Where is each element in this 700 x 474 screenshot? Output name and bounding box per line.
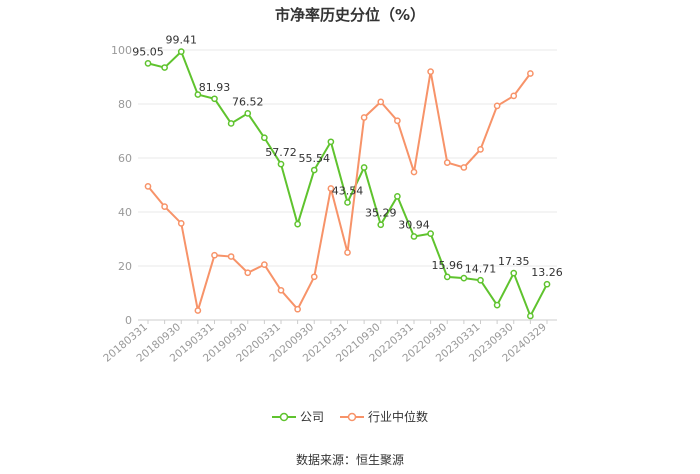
data-point[interactable] xyxy=(161,203,168,210)
data-point[interactable] xyxy=(527,70,534,77)
data-point[interactable] xyxy=(144,60,152,67)
data-point[interactable] xyxy=(244,110,252,117)
data-label: 35.29 xyxy=(365,207,397,220)
data-point[interactable] xyxy=(377,221,385,229)
data-point[interactable] xyxy=(294,305,301,313)
data-point[interactable] xyxy=(427,68,434,75)
data-point[interactable] xyxy=(477,276,484,284)
series xyxy=(144,48,551,320)
data-point[interactable] xyxy=(194,307,202,314)
data-point[interactable] xyxy=(327,185,335,192)
data-point[interactable] xyxy=(261,261,268,268)
data-point[interactable] xyxy=(410,233,418,240)
data-label: 17.35 xyxy=(498,255,530,268)
data-point[interactable] xyxy=(277,286,285,294)
data-point[interactable] xyxy=(144,183,152,190)
data-label: 30.94 xyxy=(398,218,430,231)
data-point[interactable] xyxy=(161,64,168,71)
data-point[interactable] xyxy=(493,301,501,309)
data-point[interactable] xyxy=(477,146,484,153)
data-point[interactable] xyxy=(527,312,534,320)
data-point[interactable] xyxy=(211,95,218,103)
y-tick-label: 40 xyxy=(118,206,132,219)
legend-item-industry[interactable]: 行业中位数 xyxy=(340,408,428,425)
data-label: 57.72 xyxy=(265,146,297,159)
data-point[interactable] xyxy=(344,249,351,256)
y-tick-label: 100 xyxy=(111,44,132,57)
y-tick-label: 60 xyxy=(118,152,132,165)
legend-company-icon xyxy=(271,412,296,421)
legend: 公司 行业中位数 xyxy=(0,408,700,425)
data-point[interactable] xyxy=(460,274,468,282)
data-point[interactable] xyxy=(443,273,451,281)
chart-title: 市净率历史分位（%） xyxy=(274,6,426,24)
data-point[interactable] xyxy=(227,120,235,127)
data-point[interactable] xyxy=(211,251,218,259)
data-point[interactable] xyxy=(394,192,401,200)
data-point[interactable] xyxy=(294,220,301,228)
data-point[interactable] xyxy=(310,273,318,281)
data-point[interactable] xyxy=(244,269,252,277)
axes: 0204060801002018033120180930201903312019… xyxy=(101,44,557,365)
data-point[interactable] xyxy=(394,117,401,125)
data-label: 43.54 xyxy=(332,184,364,197)
data-label: 55.54 xyxy=(299,152,331,165)
data-point[interactable] xyxy=(510,92,518,100)
line-chart: 0204060801002018033120180930201903312019… xyxy=(101,34,563,365)
data-source: 数据来源：恒生聚源 xyxy=(295,453,404,467)
series-line-1 xyxy=(147,71,532,311)
data-point[interactable] xyxy=(177,219,185,227)
data-label: 13.26 xyxy=(531,266,563,279)
data-point[interactable] xyxy=(443,159,451,166)
data-label: 76.52 xyxy=(232,95,264,108)
data-point[interactable] xyxy=(377,98,385,106)
data-point[interactable] xyxy=(543,280,551,288)
data-point[interactable] xyxy=(327,138,335,146)
data-point[interactable] xyxy=(194,91,202,98)
grid-lines xyxy=(138,49,557,267)
data-label: 99.41 xyxy=(166,34,198,47)
y-tick-label: 20 xyxy=(118,260,132,273)
legend-industry-icon xyxy=(340,412,364,421)
y-tick-label: 0 xyxy=(125,314,132,327)
data-point[interactable] xyxy=(277,160,285,168)
data-label: 95.05 xyxy=(132,45,164,58)
data-point[interactable] xyxy=(493,102,501,110)
data-label: 14.71 xyxy=(465,262,497,275)
legend-label-company: 公司 xyxy=(299,410,324,424)
data-label: 81.93 xyxy=(199,81,231,94)
y-tick-label: 80 xyxy=(118,98,132,111)
data-point[interactable] xyxy=(310,166,318,174)
data-point[interactable] xyxy=(510,269,518,277)
data-point[interactable] xyxy=(177,48,185,55)
data-point[interactable] xyxy=(227,253,235,260)
legend-label-industry: 行业中位数 xyxy=(368,410,429,424)
data-point[interactable] xyxy=(410,168,418,176)
data-point[interactable] xyxy=(360,164,368,171)
data-point[interactable] xyxy=(427,230,434,237)
data-point[interactable] xyxy=(344,199,351,206)
data-label: 15.96 xyxy=(432,259,464,272)
data-point[interactable] xyxy=(360,114,368,121)
data-point[interactable] xyxy=(460,164,468,171)
legend-item-company[interactable]: 公司 xyxy=(271,408,324,425)
data-point[interactable] xyxy=(261,134,268,142)
